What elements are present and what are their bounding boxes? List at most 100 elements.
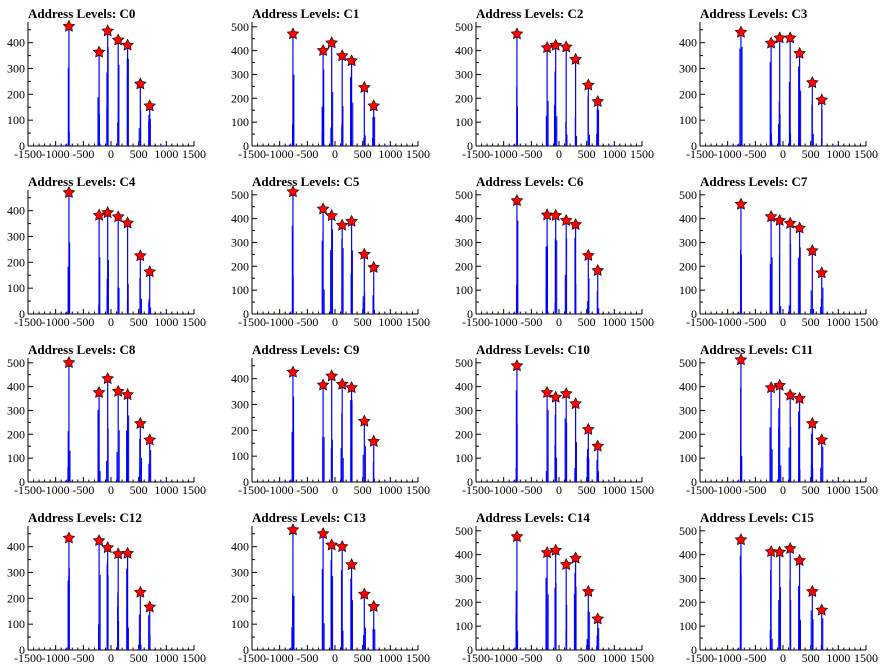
y-tick-label: 0 xyxy=(691,643,697,657)
y-tick-label: 400 xyxy=(455,380,473,394)
chart-title: Address Levels: C5 xyxy=(252,174,360,189)
y-tick-label: 400 xyxy=(679,548,697,562)
peak-marker xyxy=(367,599,381,612)
peak-marker xyxy=(764,545,778,558)
peak-marker xyxy=(510,359,524,372)
peak-marker xyxy=(549,38,563,51)
chart-title: Address Levels: C10 xyxy=(476,342,590,357)
x-tick-label: -500 xyxy=(744,651,766,665)
chart-title: Address Levels: C3 xyxy=(700,6,808,21)
x-tick-label: 500 xyxy=(130,147,148,161)
x-tick-label: 1000 xyxy=(154,483,178,497)
chart-panel-c15: Address Levels: C15 0 100 200 300 400 500 -1500… xyxy=(679,510,878,665)
x-tick-label: 1500 xyxy=(182,315,206,329)
y-tick-label: 500 xyxy=(7,356,25,370)
peak-marker xyxy=(591,612,605,625)
chart-title: Address Levels: C0 xyxy=(28,6,135,21)
x-tick-label: 1000 xyxy=(378,315,402,329)
peak-marker xyxy=(591,439,605,452)
chart-title: Address Levels: C2 xyxy=(476,6,583,21)
y-tick-label: 100 xyxy=(679,113,697,127)
peak-marker xyxy=(569,397,582,410)
x-tick-label: 1000 xyxy=(154,315,178,329)
x-tick-label: 0 xyxy=(332,147,338,161)
histogram-series xyxy=(732,539,839,650)
x-tick-label: 500 xyxy=(354,315,372,329)
peak-marker xyxy=(101,372,115,385)
chart-title: Address Levels: C9 xyxy=(252,342,360,357)
histogram-series xyxy=(732,204,839,314)
peak-marker xyxy=(510,194,524,207)
x-tick-label: 1500 xyxy=(630,315,654,329)
x-tick-label: -1000 xyxy=(490,147,518,161)
peak-marker xyxy=(111,384,125,397)
histogram-series xyxy=(508,365,615,482)
x-tick-label: 500 xyxy=(802,147,820,161)
y-tick-label: 300 xyxy=(231,398,249,412)
peak-marker xyxy=(143,433,157,446)
y-tick-label: 0 xyxy=(243,643,249,657)
x-tick-label: -1000 xyxy=(490,651,518,665)
histogram-series xyxy=(508,200,615,314)
histogram-series xyxy=(284,191,391,314)
y-tick-label: 0 xyxy=(467,139,473,153)
peak-marker xyxy=(581,78,595,91)
y-tick-label: 300 xyxy=(231,566,249,580)
peak-marker xyxy=(133,585,147,598)
peak-marker xyxy=(773,213,787,226)
y-tick-label: 500 xyxy=(679,356,697,370)
x-tick-label: -500 xyxy=(520,483,542,497)
x-tick-label: -500 xyxy=(72,315,94,329)
y-tick-label: 100 xyxy=(231,449,249,463)
peak-marker xyxy=(773,378,787,391)
x-tick-label: -1000 xyxy=(266,147,294,161)
x-tick-label: 0 xyxy=(556,651,562,665)
y-tick-label: 400 xyxy=(7,204,25,218)
x-tick-label: -1500 xyxy=(462,147,490,161)
x-tick-label: -500 xyxy=(296,483,318,497)
peak-marker xyxy=(773,545,787,558)
peak-marker xyxy=(101,541,115,554)
x-tick-label: 500 xyxy=(130,651,148,665)
x-tick-label: 500 xyxy=(354,651,372,665)
y-tick-label: 400 xyxy=(231,44,249,58)
chart-panel-c11: Address Levels: C11 0 100 200 300 400 500 -1500… xyxy=(679,342,878,497)
peak-marker xyxy=(325,369,339,382)
y-tick-label: 500 xyxy=(679,524,697,538)
x-tick-label: -1000 xyxy=(42,651,70,665)
y-tick-label: 200 xyxy=(231,259,249,273)
peak-marker xyxy=(793,221,806,234)
x-tick-label: 0 xyxy=(108,651,114,665)
peak-marker xyxy=(316,527,330,540)
peak-marker xyxy=(793,46,806,59)
y-tick-label: 200 xyxy=(231,591,249,605)
peak-marker xyxy=(783,541,797,555)
peak-marker xyxy=(367,99,381,112)
x-tick-label: 0 xyxy=(780,483,786,497)
peak-marker xyxy=(569,217,582,230)
x-tick-label: 1500 xyxy=(854,651,878,665)
histogram-series xyxy=(508,33,615,146)
histogram-series xyxy=(732,359,839,482)
peak-marker xyxy=(316,378,330,391)
x-tick-label: 0 xyxy=(556,483,562,497)
y-tick-label: 200 xyxy=(679,595,697,609)
peak-marker xyxy=(559,40,573,53)
chart-panel-c12: Address Levels: C12 0 100 200 300 400 -1500 -10… xyxy=(7,510,206,665)
peak-marker xyxy=(62,531,76,544)
y-tick-label: 0 xyxy=(467,643,473,657)
x-tick-label: 0 xyxy=(780,147,786,161)
chart-title: Address Levels: C14 xyxy=(476,510,590,525)
peak-marker xyxy=(734,197,748,210)
x-tick-label: 1500 xyxy=(854,483,878,497)
peak-marker xyxy=(734,353,748,366)
x-tick-label: 500 xyxy=(802,651,820,665)
chart-panel-c10: Address Levels: C10 0 100 200 300 400 500 -1500… xyxy=(455,342,654,497)
y-tick-label: 300 xyxy=(679,403,697,417)
y-tick-label: 0 xyxy=(19,139,25,153)
chart-panel-c2: Address Levels: C20100200300400500-1500-… xyxy=(455,6,654,161)
x-tick-label: 0 xyxy=(108,315,114,329)
x-tick-label: 500 xyxy=(578,651,596,665)
x-tick-label: 1000 xyxy=(826,483,850,497)
